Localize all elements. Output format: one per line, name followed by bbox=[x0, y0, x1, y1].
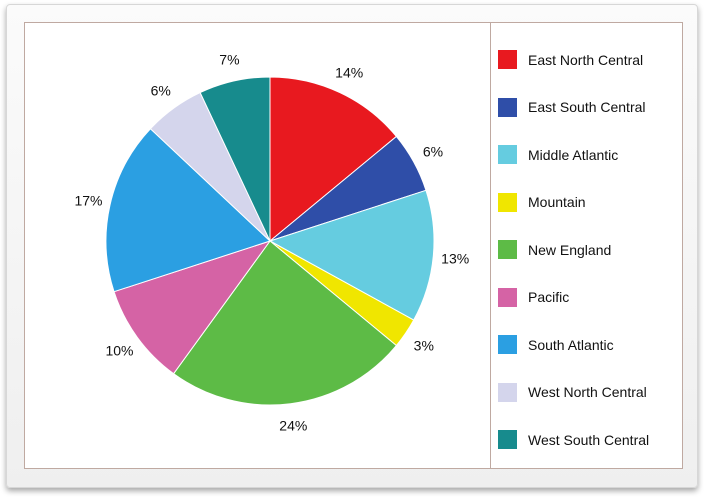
legend-swatch bbox=[498, 50, 517, 70]
legend-label: East South Central bbox=[528, 99, 646, 116]
legend-label: East North Central bbox=[528, 51, 644, 68]
legend-label: South Atlantic bbox=[528, 336, 614, 353]
legend-swatch bbox=[498, 192, 517, 212]
legend-swatch bbox=[498, 382, 517, 402]
legend-item-middle-atlantic[interactable]: Middle Atlantic bbox=[498, 131, 694, 179]
pie-slice-pacific[interactable] bbox=[113, 240, 272, 375]
slice-label-east-north-central: 14% bbox=[335, 65, 363, 81]
slice-label-west-north-central: 6% bbox=[151, 83, 171, 99]
legend-item-pacific[interactable]: Pacific bbox=[498, 274, 694, 322]
legend-label: Middle Atlantic bbox=[528, 146, 619, 163]
legend-swatch bbox=[498, 287, 517, 307]
slice-label-west-south-central: 7% bbox=[219, 52, 239, 68]
pie-slice-west-south-central[interactable] bbox=[199, 76, 271, 242]
legend-item-mountain[interactable]: Mountain bbox=[498, 179, 694, 227]
slice-label-south-atlantic: 17% bbox=[74, 192, 102, 208]
legend-label: Mountain bbox=[528, 194, 586, 211]
pie-slice-new-england[interactable] bbox=[172, 240, 398, 406]
pie-slice-south-atlantic[interactable] bbox=[105, 128, 271, 293]
legend-item-east-south-central[interactable]: East South Central bbox=[498, 84, 694, 132]
legend-swatch bbox=[498, 335, 517, 355]
slice-label-middle-atlantic: 13% bbox=[441, 251, 469, 267]
legend-swatch bbox=[498, 145, 517, 165]
legend-swatch bbox=[498, 430, 517, 450]
legend-swatch bbox=[498, 97, 517, 117]
chart-legend: East North Central East South Central Midd… bbox=[498, 36, 694, 464]
legend-label: Pacific bbox=[528, 289, 570, 306]
pie-slice-middle-atlantic[interactable] bbox=[268, 189, 435, 321]
legend-item-south-atlantic[interactable]: South Atlantic bbox=[498, 321, 694, 369]
slice-label-mountain: 3% bbox=[414, 338, 434, 354]
legend-label: West South Central bbox=[528, 431, 650, 448]
pie-slice-east-north-central[interactable] bbox=[269, 76, 398, 243]
legend-label: New England bbox=[528, 241, 612, 258]
legend-item-new-england[interactable]: New England bbox=[498, 226, 694, 274]
legend-item-west-north-central[interactable]: West North Central bbox=[498, 369, 694, 417]
legend-item-east-north-central[interactable]: East North Central bbox=[498, 36, 694, 84]
slice-label-pacific: 10% bbox=[105, 342, 133, 358]
legend-divider bbox=[490, 22, 491, 468]
legend-item-west-south-central[interactable]: West South Central bbox=[498, 416, 694, 464]
slice-label-new-england: 24% bbox=[279, 418, 307, 434]
legend-swatch bbox=[498, 240, 517, 260]
slice-label-east-south-central: 6% bbox=[423, 143, 443, 159]
legend-label: West North Central bbox=[528, 384, 647, 401]
